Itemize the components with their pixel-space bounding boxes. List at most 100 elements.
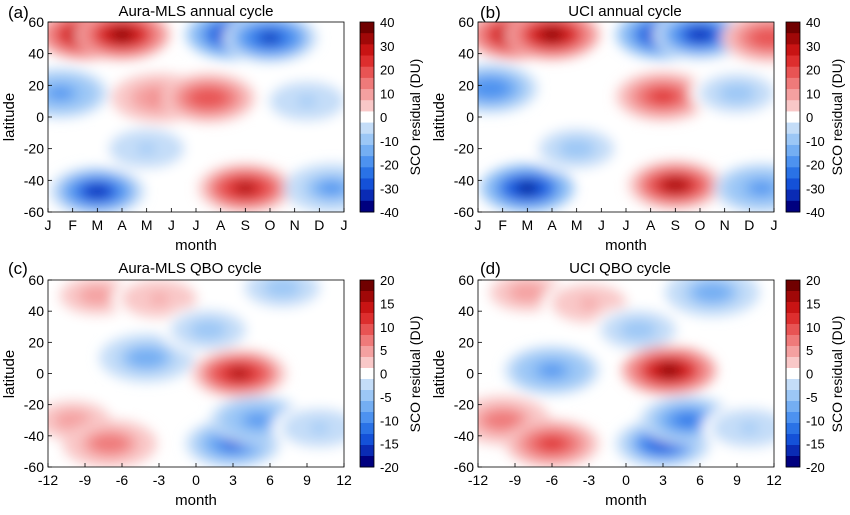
colorbar-segment	[786, 66, 800, 79]
panel-letter: (c)	[8, 259, 28, 278]
x-tick-label: 9	[303, 472, 311, 488]
colorbar-segment	[360, 44, 374, 57]
colorbar-tick-label: 10	[806, 86, 820, 101]
colorbar-tick-label: -15	[806, 437, 825, 452]
colorbar-segment	[360, 156, 374, 168]
x-tick-label: M	[571, 217, 583, 233]
colorbar-tick-label: -10	[380, 134, 399, 149]
x-tick-label: N	[290, 217, 300, 233]
colorbar-segment	[786, 167, 800, 179]
colorbar-tick-label: -20	[806, 460, 825, 475]
colorbar-tick-label: -30	[380, 181, 399, 196]
colorbar: 20 15 10 5 0 -5 -10 -15 -20	[359, 273, 399, 475]
colorbar: 40 30 20 10 0 -10 -20 -30 -40	[359, 15, 399, 220]
colorbar-segment	[786, 44, 800, 57]
y-tick-label: 60	[458, 272, 474, 288]
contour-level	[248, 415, 268, 426]
colorbar-label: SCO residual (DU)	[407, 316, 423, 433]
contour-level	[517, 287, 537, 298]
colorbar-segment	[360, 167, 374, 179]
colorbar-segment	[360, 100, 374, 112]
y-tick-label: -40	[454, 428, 474, 444]
x-tick-label: A	[547, 217, 557, 233]
y-tick-label: 60	[28, 14, 44, 30]
colorbar-segment	[786, 200, 800, 213]
y-tick-label: -20	[24, 397, 44, 413]
x-tick-label: J	[623, 217, 630, 233]
x-tick-label: -6	[116, 472, 129, 488]
y-tick-label: 60	[458, 14, 474, 30]
y-tick-label: 40	[28, 303, 44, 319]
x-tick-label: J	[771, 217, 778, 233]
contour-level	[50, 88, 70, 99]
contour-level	[480, 83, 500, 94]
contour-level	[752, 183, 772, 194]
colorbar-tick-label: 40	[380, 15, 394, 30]
x-axis-label: month	[175, 492, 217, 509]
colorbar-segment	[786, 368, 800, 380]
colorbar-tick-label: 40	[806, 15, 820, 30]
colorbar-segment	[360, 412, 374, 424]
x-tick-label: -3	[153, 472, 166, 488]
contour-level	[137, 143, 157, 154]
contour-level	[63, 415, 83, 426]
colorbar-segment	[360, 22, 374, 34]
contour-level	[112, 29, 132, 40]
colorbar-segment	[360, 357, 374, 369]
colorbar-tick-label: -5	[806, 390, 818, 405]
y-tick-label: -20	[454, 141, 474, 157]
y-axis-label: latitude	[431, 93, 448, 141]
panel-a: (a) Aura-MLS annual cycle 60 40 20 0 -20 -40 -…	[1, 3, 423, 254]
x-tick-label: -9	[509, 472, 522, 488]
colorbar-frame	[359, 279, 375, 468]
contour-level	[198, 325, 218, 335]
contour-level	[567, 143, 587, 154]
contour-level	[322, 183, 342, 194]
colorbar-tick-label: 20	[806, 273, 820, 288]
colorbar-segment	[360, 324, 374, 336]
y-tick-label: 20	[458, 77, 474, 93]
contour-level	[100, 438, 120, 449]
colorbar-segment	[360, 144, 374, 157]
colorbar-tick-label: -30	[806, 181, 825, 196]
x-tick-label: F	[68, 217, 77, 233]
colorbar-tick-label: 5	[806, 343, 813, 358]
colorbar-tick-label: 20	[380, 63, 394, 78]
colorbar-tick-label: -10	[806, 413, 825, 428]
panel-letter: (d)	[480, 259, 501, 278]
colorbar-tick-label: 30	[806, 39, 820, 54]
colorbar-segment	[786, 346, 800, 358]
colorbar-tick-label: -20	[380, 460, 399, 475]
colorbar-tick-label: 0	[380, 367, 387, 382]
heatmap-plot-area	[48, 280, 344, 467]
colorbar-segment	[360, 456, 374, 468]
x-tick-label: D	[314, 217, 324, 233]
x-tick-label: 6	[266, 472, 274, 488]
contour-level	[739, 423, 759, 433]
heatmap-plot-area	[48, 22, 344, 212]
y-tick-label: -40	[24, 428, 44, 444]
y-axis-label: latitude	[1, 350, 18, 398]
y-tick-label: 20	[458, 334, 474, 350]
panel-letter: (a)	[8, 3, 29, 22]
y-tick-label: 60	[28, 272, 44, 288]
contour-level	[493, 415, 513, 426]
x-tick-label: -6	[546, 472, 559, 488]
colorbar-segment	[786, 280, 800, 292]
y-tick-label: -60	[454, 459, 474, 475]
y-tick-label: -20	[24, 141, 44, 157]
contour-level	[542, 438, 562, 449]
x-axis-label: month	[605, 237, 647, 254]
panel-title: Aura-MLS QBO cycle	[118, 260, 261, 277]
y-tick-label: 0	[36, 366, 44, 382]
colorbar-segment	[360, 291, 374, 303]
x-tick-label: 3	[229, 472, 237, 488]
colorbar-segment	[786, 89, 800, 101]
colorbar-frame	[785, 279, 801, 468]
x-tick-label: N	[720, 217, 730, 233]
y-tick-label: 40	[458, 46, 474, 62]
colorbar-segment	[360, 111, 374, 124]
